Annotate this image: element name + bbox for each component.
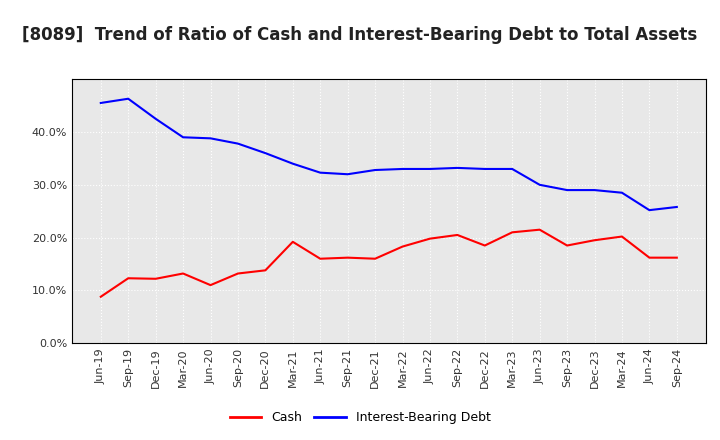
Line: Interest-Bearing Debt: Interest-Bearing Debt (101, 99, 677, 210)
Interest-Bearing Debt (480, 166, 489, 172)
Cash (151, 276, 160, 282)
Interest-Bearing Debt (508, 166, 516, 172)
Cash (124, 275, 132, 281)
Cash (563, 243, 572, 248)
Interest-Bearing Debt (96, 100, 105, 106)
Cash (343, 255, 352, 260)
Cash (316, 256, 325, 261)
Cash (453, 232, 462, 238)
Interest-Bearing Debt (426, 166, 434, 172)
Cash (261, 268, 270, 273)
Cash (672, 255, 681, 260)
Interest-Bearing Debt (343, 172, 352, 177)
Interest-Bearing Debt (151, 116, 160, 121)
Cash (536, 227, 544, 232)
Cash (206, 282, 215, 288)
Interest-Bearing Debt (645, 208, 654, 213)
Interest-Bearing Debt (233, 141, 242, 146)
Cash (289, 239, 297, 245)
Interest-Bearing Debt (371, 167, 379, 172)
Line: Cash: Cash (101, 230, 677, 297)
Interest-Bearing Debt (179, 135, 187, 140)
Cash (371, 256, 379, 261)
Cash (480, 243, 489, 248)
Cash (645, 255, 654, 260)
Interest-Bearing Debt (590, 187, 599, 193)
Cash (508, 230, 516, 235)
Interest-Bearing Debt (453, 165, 462, 171)
Interest-Bearing Debt (206, 136, 215, 141)
Cash (398, 244, 407, 249)
Interest-Bearing Debt (618, 190, 626, 195)
Cash (233, 271, 242, 276)
Interest-Bearing Debt (398, 166, 407, 172)
Cash (179, 271, 187, 276)
Interest-Bearing Debt (563, 187, 572, 193)
Cash (426, 236, 434, 241)
Interest-Bearing Debt (316, 170, 325, 175)
Text: [8089]  Trend of Ratio of Cash and Interest-Bearing Debt to Total Assets: [8089] Trend of Ratio of Cash and Intere… (22, 26, 698, 44)
Interest-Bearing Debt (536, 182, 544, 187)
Interest-Bearing Debt (289, 161, 297, 166)
Interest-Bearing Debt (124, 96, 132, 101)
Interest-Bearing Debt (261, 150, 270, 156)
Cash (618, 234, 626, 239)
Interest-Bearing Debt (672, 204, 681, 209)
Cash (590, 238, 599, 243)
Cash (96, 294, 105, 299)
Legend: Cash, Interest-Bearing Debt: Cash, Interest-Bearing Debt (225, 407, 495, 429)
